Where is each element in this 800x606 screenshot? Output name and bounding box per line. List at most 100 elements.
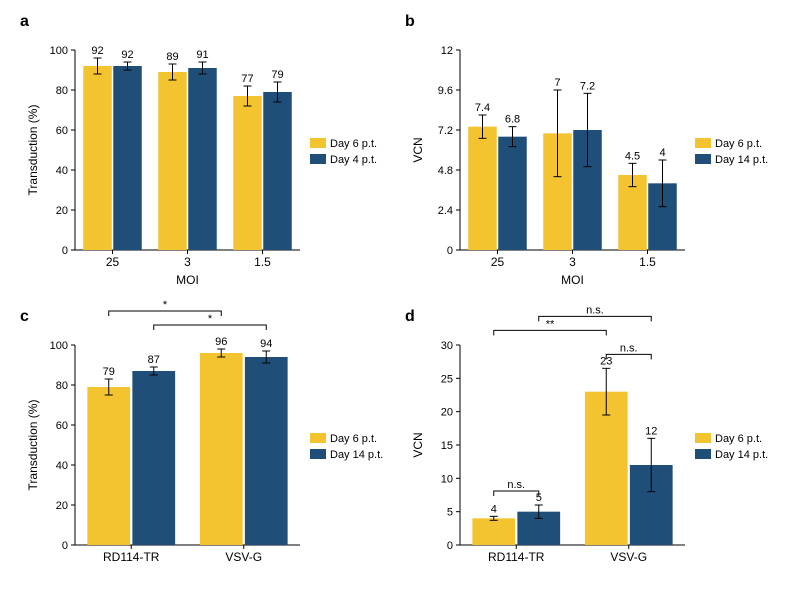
panel-label: a — [20, 13, 29, 30]
bar-b-0-0 — [468, 127, 497, 250]
ytick-label: 0 — [62, 245, 68, 257]
legend-label: Day 6 p.t. — [330, 433, 377, 445]
legend-label: Day 6 p.t. — [330, 138, 377, 150]
bar-value-label: 77 — [241, 73, 253, 85]
bar-c-0-0 — [87, 387, 130, 545]
panel-label: d — [405, 308, 415, 325]
y-axis-title: Transduction (%) — [26, 105, 40, 196]
ytick-label: 10 — [441, 473, 453, 485]
figure: a020406080100Transduction (%)92922589913… — [0, 0, 800, 601]
ytick-label: 20 — [56, 500, 68, 512]
legend-label: Day 6 p.t. — [715, 138, 762, 150]
bar-value-label: 4 — [659, 147, 665, 159]
ytick-label: 15 — [441, 440, 453, 452]
figure-svg: a020406080100Transduction (%)92922589913… — [0, 0, 800, 601]
bar-value-label: 4.5 — [625, 150, 640, 162]
x-axis-title: MOI — [176, 273, 199, 287]
significance-bracket — [154, 325, 267, 330]
ytick-label: 80 — [56, 85, 68, 97]
legend-swatch — [695, 154, 711, 164]
category-label: 25 — [106, 255, 120, 269]
ytick-label: 20 — [56, 205, 68, 217]
bar-value-label: 4 — [491, 503, 497, 515]
ytick-label: 60 — [56, 420, 68, 432]
bar-value-label: 91 — [196, 49, 208, 61]
bar-value-label: 92 — [91, 45, 103, 57]
ytick-label: 0 — [447, 245, 453, 257]
bar-d-0-0 — [472, 518, 515, 545]
bar-a-1-1 — [188, 68, 217, 250]
legend-swatch — [695, 433, 711, 443]
y-axis-title: Transduction (%) — [26, 400, 40, 491]
category-label: RD114-TR — [103, 550, 160, 564]
panel-label: c — [20, 308, 29, 325]
bar-c-0-1 — [132, 371, 175, 545]
ytick-label: 0 — [447, 540, 453, 552]
ytick-label: 5 — [447, 507, 453, 519]
legend-swatch — [695, 449, 711, 459]
category-label: 25 — [491, 255, 505, 269]
bar-value-label: 12 — [645, 425, 657, 437]
ytick-label: 100 — [50, 340, 68, 352]
significance-bracket — [606, 354, 651, 359]
significance-label: n.s. — [586, 304, 604, 316]
bar-value-label: 7 — [554, 77, 560, 89]
category-label: RD114-TR — [488, 550, 545, 564]
bar-c-1-0 — [200, 353, 243, 545]
ytick-label: 7.2 — [438, 125, 453, 137]
significance-bracket — [494, 491, 539, 496]
ytick-label: 20 — [441, 407, 453, 419]
bar-value-label: 79 — [271, 69, 283, 81]
bar-value-label: 6.8 — [505, 114, 520, 126]
significance-label: ** — [546, 318, 555, 330]
legend-label: Day 6 p.t. — [715, 433, 762, 445]
category-label: VSV-G — [610, 550, 647, 564]
ytick-label: 25 — [441, 373, 453, 385]
ytick-label: 40 — [56, 165, 68, 177]
significance-bracket — [109, 311, 222, 316]
y-axis-title: VCN — [411, 137, 425, 162]
legend-swatch — [695, 138, 711, 148]
panel-label: b — [405, 13, 415, 30]
ytick-label: 4.8 — [438, 165, 453, 177]
ytick-label: 0 — [62, 540, 68, 552]
legend-swatch — [310, 433, 326, 443]
legend-label: Day 14 p.t. — [715, 154, 768, 166]
significance-label: n.s. — [620, 342, 638, 354]
bar-value-label: 92 — [121, 49, 133, 61]
legend-label: Day 14 p.t. — [330, 449, 383, 461]
bar-value-label: 87 — [148, 354, 160, 366]
ytick-label: 9.6 — [438, 85, 453, 97]
bar-value-label: 79 — [103, 366, 115, 378]
significance-label: * — [208, 313, 213, 325]
category-label: 1.5 — [254, 255, 271, 269]
ytick-label: 40 — [56, 460, 68, 472]
panel-d: d051015202530VCN45RD114-TR2312VSV-GDay 6… — [405, 304, 768, 564]
ytick-label: 30 — [441, 340, 453, 352]
bar-a-0-0 — [83, 66, 112, 250]
category-label: 3 — [184, 255, 191, 269]
ytick-label: 2.4 — [438, 205, 453, 217]
bar-b-0-1 — [498, 137, 527, 250]
ytick-label: 100 — [50, 45, 68, 57]
significance-label: n.s. — [507, 479, 525, 491]
ytick-label: 80 — [56, 380, 68, 392]
ytick-label: 12 — [441, 45, 453, 57]
category-label: 3 — [569, 255, 576, 269]
legend-swatch — [310, 138, 326, 148]
panel-c: c 0 20 40 60 80 100 Transduction (%) 79 87 RD114-T… — [20, 299, 383, 564]
y-axis-title: VCN — [411, 432, 425, 457]
bar-a-1-0 — [158, 72, 187, 250]
bar-a-2-0 — [233, 96, 262, 250]
significance-bracket — [494, 330, 607, 335]
bar-value-label: 7.4 — [475, 102, 490, 114]
panel-b: b 0 2.4 4.8 7.2 9.6 12 VCN 7.4 6.8 25 7 7.2 3 4.5 4 1.5 M… — [405, 13, 768, 287]
panel-a: a020406080100Transduction (%)92922589913… — [20, 13, 377, 287]
category-label: VSV-G — [225, 550, 262, 564]
legend-swatch — [310, 154, 326, 164]
category-label: 1.5 — [639, 255, 656, 269]
x-axis-title: MOI — [561, 273, 584, 287]
bar-value-label: 94 — [260, 338, 272, 350]
bar-value-label: 7.2 — [580, 80, 595, 92]
significance-label: * — [163, 299, 168, 311]
